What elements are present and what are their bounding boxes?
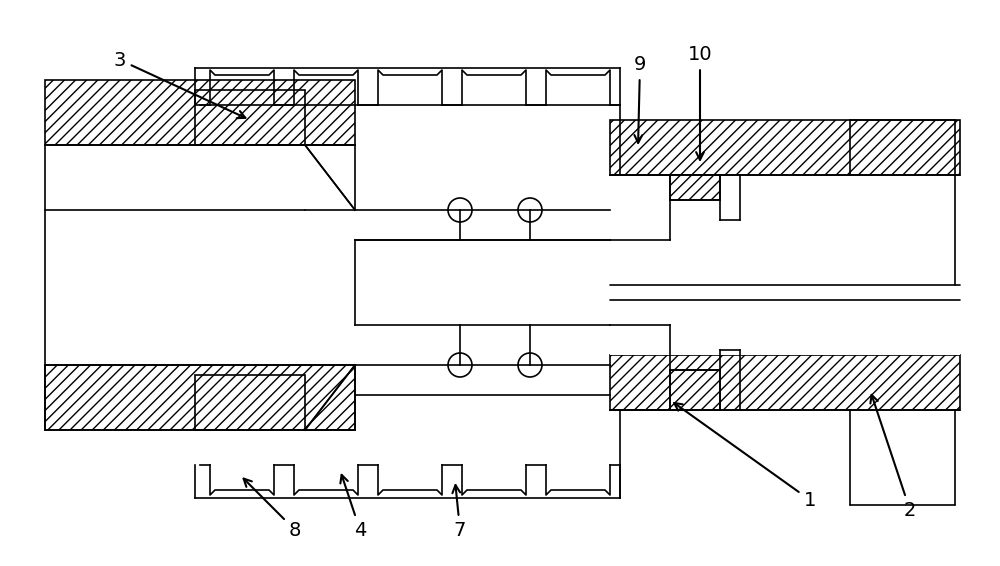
Circle shape bbox=[518, 198, 542, 222]
Text: 7: 7 bbox=[452, 485, 466, 539]
Bar bbox=[195, 90, 305, 145]
Bar bbox=[610, 355, 960, 410]
Bar bbox=[670, 175, 720, 200]
Text: 1: 1 bbox=[674, 403, 816, 509]
Text: 9: 9 bbox=[634, 55, 646, 143]
Bar bbox=[610, 250, 960, 355]
Bar bbox=[670, 370, 720, 410]
Bar bbox=[45, 80, 355, 145]
Circle shape bbox=[448, 198, 472, 222]
Bar bbox=[195, 375, 305, 430]
Bar bbox=[610, 120, 960, 175]
Circle shape bbox=[518, 353, 542, 377]
Circle shape bbox=[448, 353, 472, 377]
Text: 2: 2 bbox=[870, 395, 916, 520]
Text: 3: 3 bbox=[114, 50, 245, 118]
Text: 8: 8 bbox=[244, 479, 301, 539]
Bar bbox=[45, 365, 355, 430]
Text: 10: 10 bbox=[688, 45, 712, 160]
Text: 4: 4 bbox=[340, 475, 366, 539]
